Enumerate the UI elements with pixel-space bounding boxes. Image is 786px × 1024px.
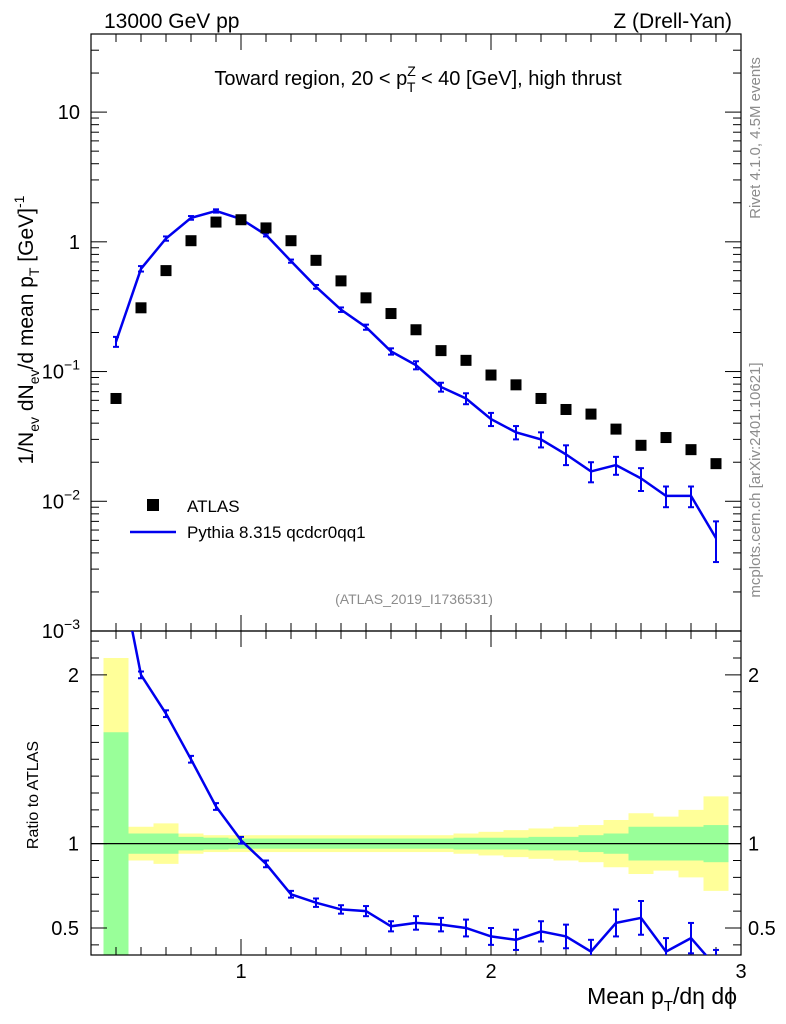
mcplots-reference-label: mcplots.cern.ch [arXiv:2401.10621] — [747, 362, 764, 597]
atlas-data-point — [660, 432, 672, 444]
ratio-series-line — [131, 631, 708, 955]
header-process-label: Z (Drell-Yan) — [613, 10, 732, 33]
x-tick-label: 1 — [235, 961, 246, 983]
ratio-y-tick-label-left: 1 — [68, 834, 79, 856]
mc-series-line — [114, 209, 718, 539]
atlas-data-point — [685, 444, 697, 456]
header-beam-label: 13000 GeV pp — [104, 10, 239, 33]
main-y-tick-label: 10−1 — [42, 357, 80, 384]
atlas-data-point — [610, 423, 622, 435]
analysis-id-watermark: (ATLAS_2019_I1736531) — [335, 591, 493, 607]
main-y-tick-label: 10 — [58, 102, 80, 124]
main-y-tick-label: 10−3 — [42, 616, 80, 643]
atlas-data-point — [360, 292, 372, 304]
atlas-data-point — [235, 214, 247, 226]
atlas-data-point — [535, 392, 547, 404]
x-tick-label: 3 — [735, 961, 746, 983]
ratio-data-layer — [131, 631, 719, 955]
main-y-tick-label: 10−2 — [42, 486, 80, 513]
ratio-y-tick-label-right: 1 — [748, 834, 759, 856]
ratio-axes: 0.5 0.5 1 1 2 2 1 2 3 — [51, 631, 776, 983]
main-data-layer — [110, 208, 722, 564]
atlas-data-point — [710, 458, 722, 470]
legend: ATLAS Pythia 8.315 qcdcr0qq1 — [130, 497, 366, 542]
atlas-data-point — [435, 345, 447, 357]
ratio-y-tick-label-left: 2 — [68, 665, 79, 687]
rivet-version-label: Rivet 4.1.0, 4.5M events — [747, 57, 764, 219]
legend-mc-label: Pythia 8.315 qcdcr0qq1 — [187, 523, 366, 542]
atlas-data-point — [310, 254, 322, 266]
main-y-axis: 10 1 10−1 10−2 10−3 — [42, 33, 742, 643]
ratio-series-group — [131, 631, 719, 955]
ratio-y-tick-label-left: 0.5 — [51, 918, 79, 940]
atlas-data-point — [510, 379, 522, 391]
atlas-data-point — [385, 308, 397, 320]
atlas-data-point — [210, 216, 222, 228]
plot-title: Toward region, 20 < pZ T < 40 [GeV], high… — [214, 63, 622, 95]
atlas-data-point — [585, 408, 597, 420]
legend-atlas-label: ATLAS — [187, 497, 240, 516]
atlas-data-point — [335, 275, 347, 287]
atlas-data-point — [285, 235, 297, 247]
main-y-tick-label: 1 — [69, 232, 80, 254]
x-axis-label: Mean pT/dη dϕ — [587, 983, 737, 1015]
atlas-data-point — [185, 235, 197, 247]
atlas-data-point — [560, 403, 572, 415]
atlas-data-point — [635, 439, 647, 451]
ratio-y-axis-label: Ratio to ATLAS — [25, 741, 42, 849]
atlas-data-point — [135, 302, 147, 314]
atlas-data-point — [410, 324, 422, 336]
atlas-data-point — [110, 392, 122, 404]
ratio-y-tick-label-right: 2 — [748, 665, 759, 687]
legend-atlas-marker — [147, 499, 159, 511]
x-tick-label: 2 — [485, 961, 496, 983]
ratio-y-tick-label-right: 0.5 — [748, 918, 776, 940]
atlas-data-point — [460, 354, 472, 366]
atlas-data-point — [160, 265, 172, 277]
main-y-axis-label: 1/Nev dNev/d mean pT [GeV]-1 — [11, 195, 42, 464]
atlas-data-point — [260, 222, 272, 234]
atlas-data-point — [485, 369, 497, 381]
